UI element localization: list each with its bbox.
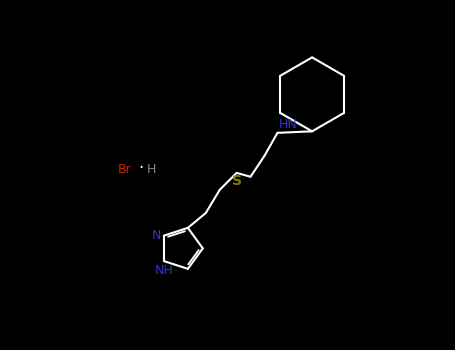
Text: ·: · [138, 159, 143, 177]
Text: HN: HN [279, 118, 298, 131]
Text: H: H [147, 162, 156, 176]
Text: N: N [152, 229, 162, 242]
Text: NH: NH [154, 264, 173, 277]
Text: Br: Br [118, 162, 132, 176]
Text: S: S [233, 174, 243, 188]
